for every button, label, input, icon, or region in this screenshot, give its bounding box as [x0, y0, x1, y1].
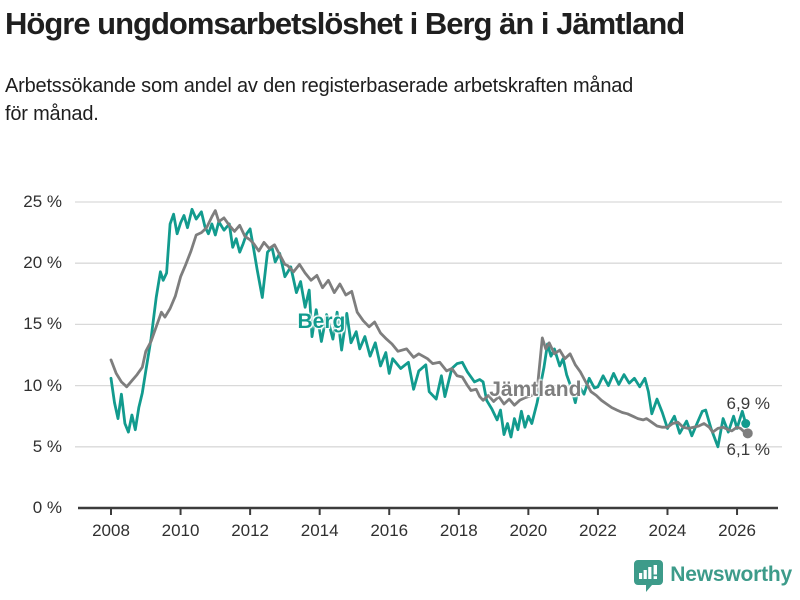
x-tick-label: 2014	[300, 521, 339, 540]
berg-line	[109, 207, 748, 449]
series-label-jämtland: Jämtland	[489, 378, 582, 402]
x-tick-label: 2010	[161, 521, 200, 540]
chart-title: Högre ungdomsarbetslöshet i Berg än i Jä…	[5, 6, 685, 41]
x-tick-label: 2026	[718, 521, 756, 540]
chart-header: Högre ungdomsarbetslöshet i Berg än i Jä…	[5, 6, 797, 125]
gridlines	[75, 201, 782, 448]
x-tick-label: 2016	[370, 521, 409, 540]
chart-subtitle: Arbetssökande som andel av den registerb…	[5, 72, 797, 128]
jämtland-line	[109, 209, 748, 435]
x-tick-label: 2012	[231, 521, 270, 540]
x-axis	[78, 506, 778, 515]
berg-end-dot	[741, 419, 751, 429]
series-label-berg: Berg	[297, 309, 346, 333]
chart-subtitle-line-1: Arbetssökande som andel av den registerb…	[5, 75, 634, 97]
end-value-label-jämtland: 6,1 %	[726, 440, 770, 460]
x-tick-label: 2018	[439, 521, 478, 540]
chart-subtitle-line-2: för månad.	[5, 103, 99, 125]
y-tick-label: 0 %	[32, 498, 62, 517]
y-tick-label: 10 %	[23, 375, 62, 395]
y-tick-label: 5 %	[32, 436, 62, 456]
series-end-dots	[741, 419, 753, 439]
jämtland-end-dot	[742, 428, 753, 439]
newsworthy-branding: Newsworthy	[633, 558, 792, 592]
newsworthy-brand-text: Newsworthy	[670, 563, 792, 586]
y-tick-label: 25 %	[23, 192, 62, 211]
y-tick-label: 20 %	[23, 253, 62, 273]
x-tick-label: 2022	[578, 521, 617, 540]
x-tick-label: 2008	[92, 521, 130, 540]
x-tick-label: 2024	[648, 521, 687, 540]
y-tick-label: 15 %	[23, 314, 62, 334]
data-series-lines	[109, 207, 748, 449]
end-value-label-berg: 6,9 %	[726, 393, 770, 413]
newsworthy-logo-icon	[634, 559, 664, 592]
x-tick-label: 2020	[509, 521, 548, 540]
